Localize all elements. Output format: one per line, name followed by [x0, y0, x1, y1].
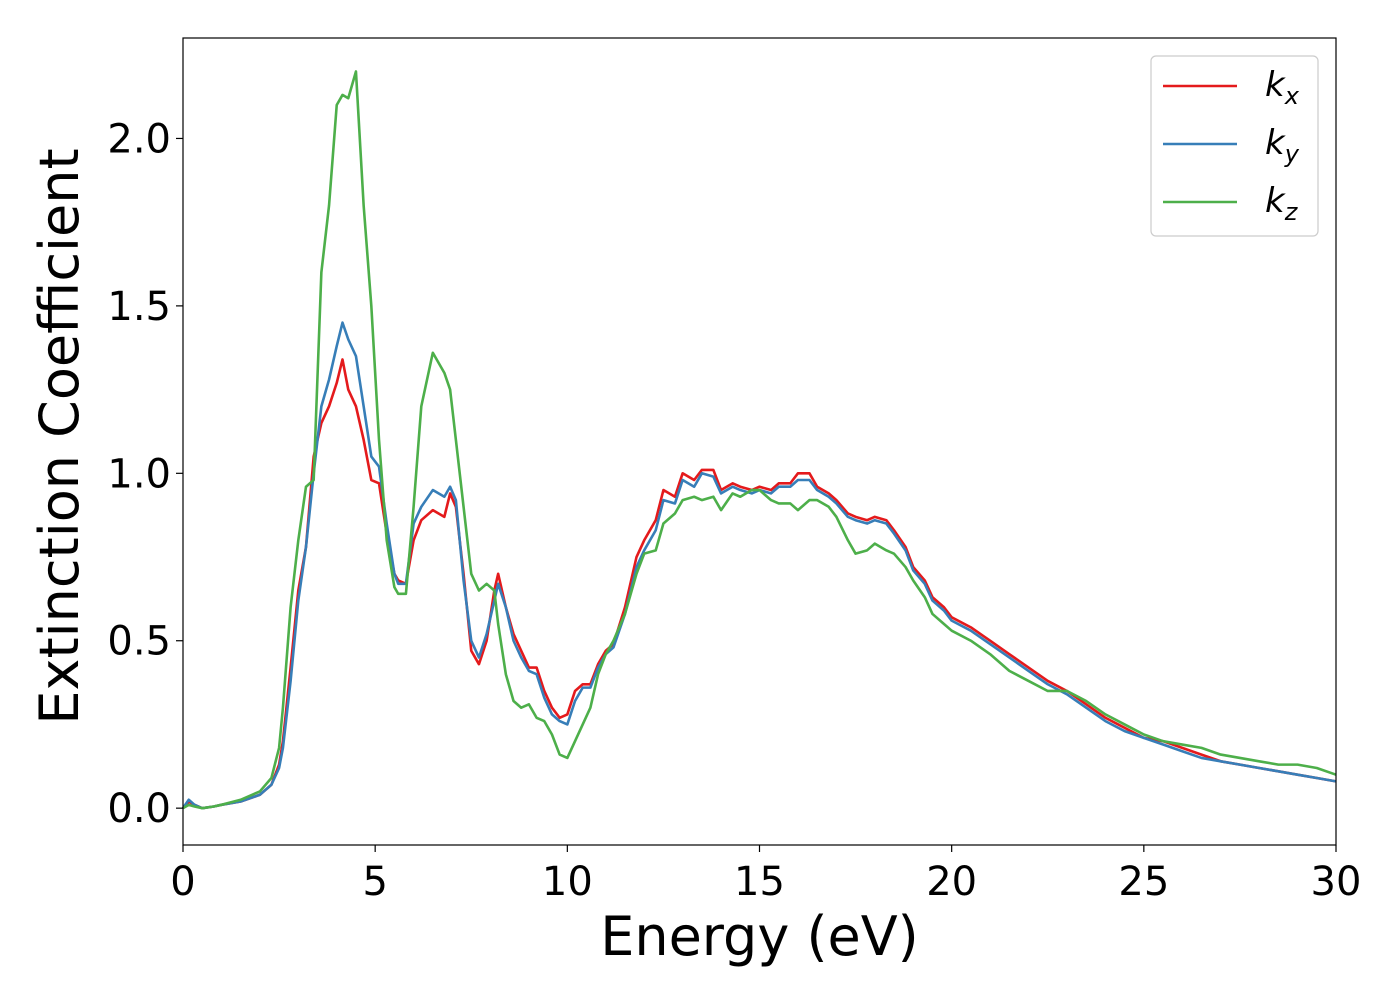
ticks-layer: 0 5 10 15 20 25 30 0.0 0.5 1.0 1.5 2.0 [107, 116, 1361, 905]
series-line-z [182, 70, 1337, 810]
series-line-y [181, 321, 1337, 810]
x-tick-label: 10 [542, 859, 593, 905]
x-axis-title: Energy (eV) [600, 905, 919, 968]
y-tick-label: 1.0 [107, 451, 171, 497]
y-tick-label: 2.0 [107, 116, 171, 162]
legend: kx ky kz [1150, 55, 1319, 237]
x-tick-label: 15 [734, 859, 785, 905]
legend-label-y: ky [1265, 123, 1300, 168]
y-tick-label: 0.5 [107, 619, 171, 665]
series-layer [181, 70, 1337, 810]
legend-label-x: kx [1265, 65, 1300, 110]
x-tick-label: 30 [1311, 859, 1362, 905]
x-tick-label: 5 [362, 859, 387, 905]
x-tick-label: 25 [1118, 859, 1169, 905]
y-tick-label: 0.0 [107, 786, 171, 832]
legend-label-z: kz [1265, 181, 1299, 226]
y-tick-label: 1.5 [107, 284, 171, 330]
y-axis-title: Extinction Coefficient [28, 148, 91, 724]
x-tick-label: 0 [170, 859, 195, 905]
legend-box [1150, 55, 1319, 237]
x-tick-label: 20 [926, 859, 977, 905]
